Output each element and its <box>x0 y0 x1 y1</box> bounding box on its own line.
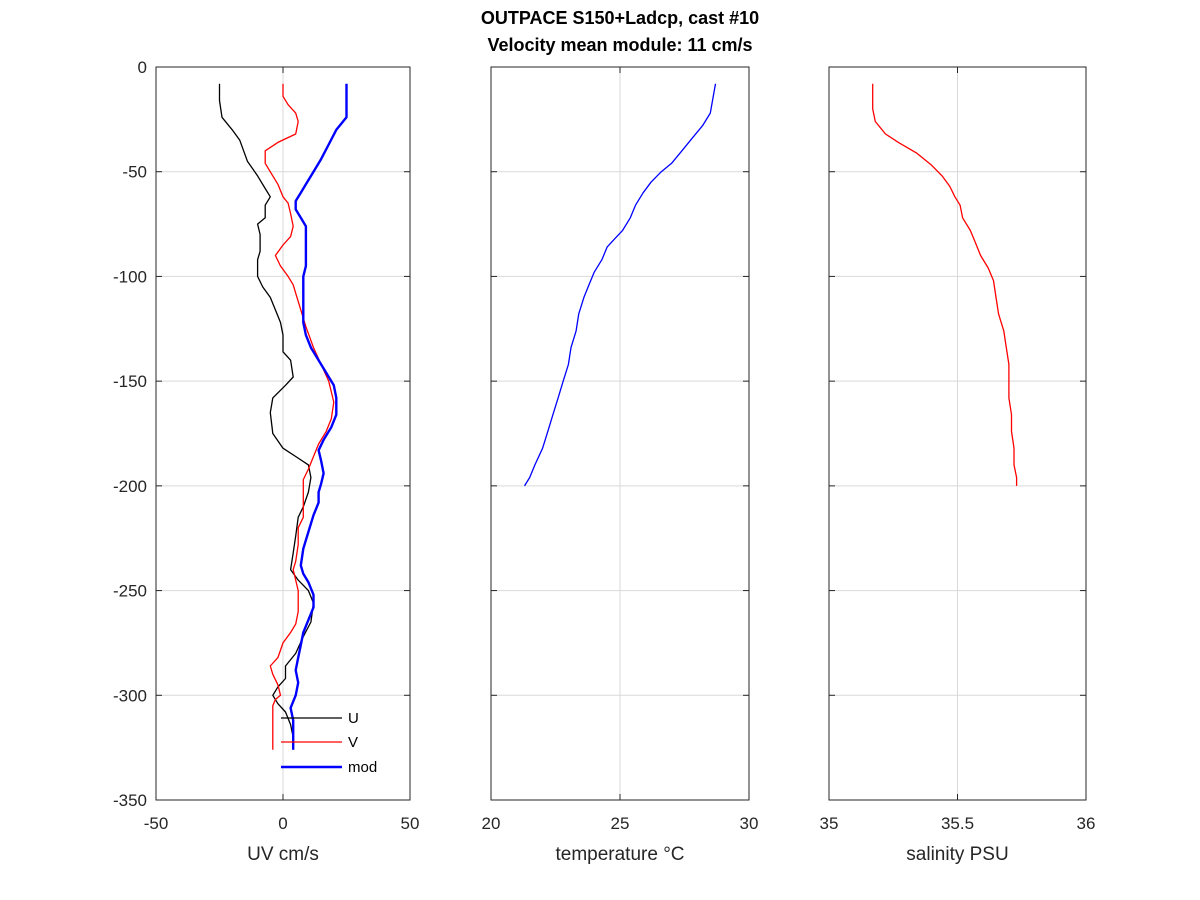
y-tick-label: -200 <box>113 477 147 496</box>
x-axis-label-uv: UV cm/s <box>247 844 319 865</box>
series-line-v <box>264 83 335 750</box>
legend-label-v: V <box>348 734 358 751</box>
series-line-temperature <box>523 83 717 487</box>
x-tick-label: 0 <box>278 814 287 833</box>
x-tick-label: 35.5 <box>941 814 974 833</box>
y-tick-label: -150 <box>113 372 147 391</box>
series-line-u <box>218 83 315 750</box>
x-axis-label-temperature: temperature °C <box>555 844 684 865</box>
x-tick-label: 20 <box>482 814 501 833</box>
x-tick-label: 50 <box>401 814 420 833</box>
y-tick-label: 0 <box>138 58 147 77</box>
panel-temperature: 20 25 30 temperature °C <box>482 66 759 865</box>
y-tick-label: -350 <box>113 791 147 810</box>
x-tick-label: 25 <box>611 814 630 833</box>
x-tick-label: 35 <box>820 814 839 833</box>
legend-label-u: U <box>348 710 359 727</box>
figure-title-line2: Velocity mean module: 11 cm/s <box>487 35 752 55</box>
x-tick-label: -50 <box>144 814 169 833</box>
y-tick-label: -300 <box>113 686 147 705</box>
figure-title-line1: OUTPACE S150+Ladcp, cast #10 <box>481 8 759 28</box>
panel-salinity: 35 35.5 36 salinity PSU <box>820 66 1096 865</box>
panel-uv: -50 0 50 0 -50 -100 -150 -200 -250 -300 -350 UV cm/… <box>113 58 419 865</box>
y-tick-label: -50 <box>122 163 147 182</box>
y-tick-label: -250 <box>113 582 147 601</box>
y-tick-label: -100 <box>113 267 147 286</box>
x-tick-label: 36 <box>1077 814 1096 833</box>
x-axis-label-salinity: salinity PSU <box>906 844 1008 865</box>
series-line-salinity <box>872 83 1018 486</box>
legend-label-mod: mod <box>348 759 377 776</box>
series-line-mod <box>289 83 348 750</box>
x-tick-label: 30 <box>740 814 759 833</box>
chart-panels: -50 0 50 0 -50 -100 -150 -200 -250 -300 -350 UV cm/… <box>113 58 1095 865</box>
